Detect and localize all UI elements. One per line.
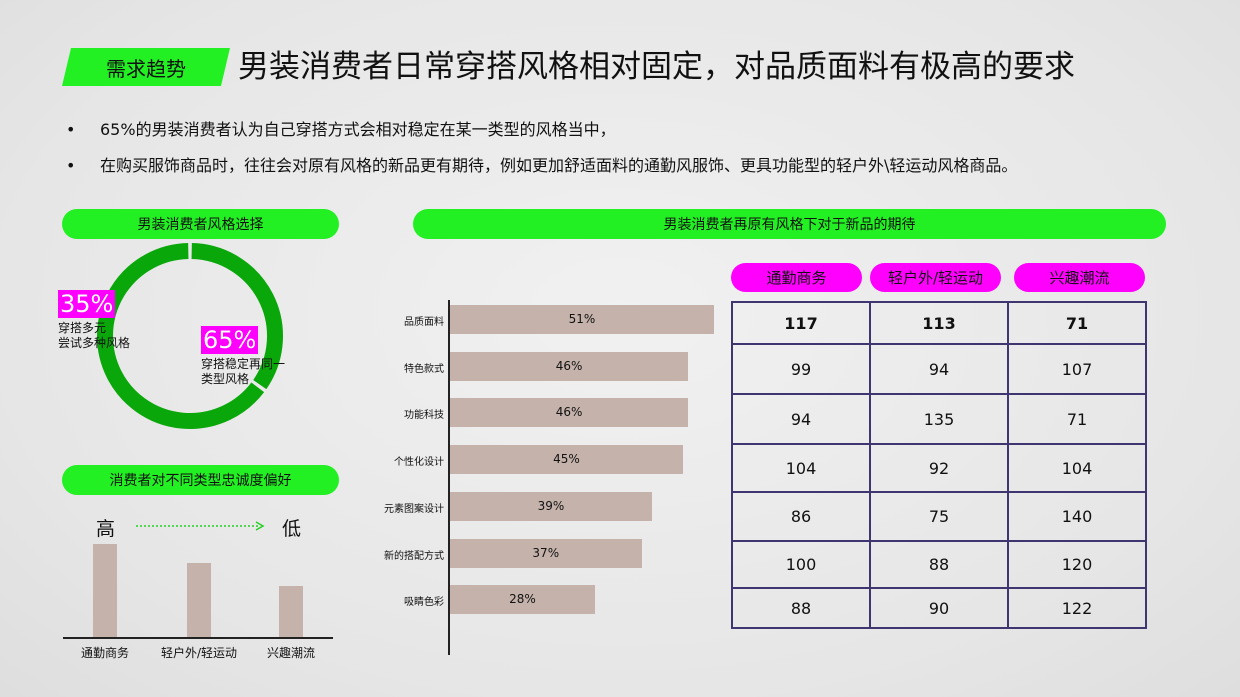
donut-label-stable: 65% 穿搭稳定再同一 类型风格 [201,325,285,387]
bullet-text: 65%的男装消费者认为自己穿搭方式会相对稳定在某一类型的风格当中， [100,120,616,139]
loyalty-title: 消费者对不同类型忠诚度偏好 [62,465,339,495]
loyalty-category-label: 通勤商务 [80,646,129,660]
expectation-table: 117 113 71 99 94 107 94 135 71 104 92 104 86 75 140 100… [731,301,1147,629]
table-cell: 94 [869,343,1009,395]
expectation-bar: 28% [450,585,595,615]
table-row: 94 135 71 [731,393,1147,445]
expectation-bar: 51% [450,305,714,334]
donut-text-stable: 穿搭稳定再同一 类型风格 [201,357,286,386]
table-cell: 92 [869,443,1009,493]
expectation-category-label: 元素图案设计 [384,503,444,515]
expectation-bar-value: 51% [568,312,596,326]
bullet-item: • 65%的男装消费者认为自己穿搭方式会相对稳定在某一类型的风格当中， [66,112,1017,148]
table-cell: 113 [869,301,1009,345]
table-cell: 71 [1007,393,1147,445]
page-title: 男装消费者日常穿搭风格相对固定，对品质面料有极高的要求 [238,49,1075,85]
donut-text-multi: 穿搭多元 尝试多种风格 [58,321,131,350]
table-cell: 117 [731,301,871,345]
bullet-list: • 65%的男装消费者认为自己穿搭方式会相对稳定在某一类型的风格当中， • 在购买服… [66,112,1017,184]
table-cell: 140 [1007,491,1147,542]
expectation-bar: 46% [450,351,689,381]
table-row: 117 113 71 [731,301,1147,345]
expectation-category-label: 功能科技 [404,410,444,422]
donut-pct-multi: 35% [58,290,116,318]
expectation-bar: 39% [450,491,652,521]
table-cell: 88 [869,540,1009,589]
loyalty-axis [63,637,333,639]
donut-pct-stable: 65% [201,326,259,354]
style-choice-title: 男装消费者风格选择 [62,209,339,239]
expectation-bar: 45% [450,445,683,475]
table-row: 86 75 140 [731,491,1147,542]
table-cell: 104 [731,443,871,493]
table-cell: 86 [731,491,871,542]
table-column-header: 轻户外/轻运动 [870,263,1001,292]
table-row: 104 92 104 [731,443,1147,493]
table-cell: 107 [1007,343,1147,395]
loyalty-low-label: 低 [282,518,302,540]
expectation-bar: 46% [450,398,689,428]
bullet-item: • 在购买服饰商品时，往往会对原有风格的新品更有期待，例如更加舒适面料的通勤风服饰… [66,148,1017,184]
section-tag-label: 需求趋势 [106,56,186,81]
table-row: 99 94 107 [731,343,1147,395]
expectation-bar-value: 39% [537,498,565,513]
expectation-bar-value: 37% [532,545,560,560]
table-row: 88 90 122 [731,587,1147,629]
bullet-dot-icon: • [66,156,76,175]
expectation-category-label: 吸睛色彩 [404,597,444,609]
loyalty-arrow-icon [136,521,265,531]
table-column-header: 通勤商务 [731,263,862,292]
table-cell: 71 [1007,301,1147,345]
table-cell: 122 [1007,587,1147,629]
expectation-bar-value: 45% [553,452,580,467]
expectation-bar: 37% [450,538,642,568]
table-cell: 120 [1007,540,1147,589]
table-cell: 104 [1007,443,1147,493]
table-cell: 100 [731,540,871,589]
table-cell: 94 [731,393,871,445]
expectation-bar-value: 28% [509,592,536,607]
expectation-title: 男装消费者再原有风格下对于新品的期待 [413,209,1166,239]
bullet-dot-icon: • [66,120,76,139]
expectation-category-label: 特色款式 [404,363,444,375]
table-cell: 75 [869,491,1009,542]
donut-slice-2 [97,243,265,429]
loyalty-bar [279,585,303,637]
table-cell: 99 [731,343,871,395]
loyalty-bar [93,544,117,637]
table-cell: 88 [731,587,871,629]
expectation-category-label: 个性化设计 [394,457,444,469]
expectation-bar-value: 46% [555,358,583,373]
table-row: 100 88 120 [731,540,1147,589]
table-column-header: 兴趣潮流 [1014,263,1145,292]
loyalty-category-label: 轻户外/轻运动 [160,646,238,660]
style-donut-chart [97,243,283,429]
expectation-category-label: 新的搭配方式 [384,550,444,562]
table-cell: 135 [869,393,1009,445]
loyalty-category-label: 兴趣潮流 [266,646,315,660]
expectation-axis [448,300,450,655]
section-tag: 需求趋势 [62,48,230,86]
donut-label-multi: 35% 穿搭多元 尝试多种风格 [58,289,130,351]
bullet-text: 在购买服饰商品时，往往会对原有风格的新品更有期待，例如更加舒适面料的通勤风服饰、… [100,156,1018,175]
expectation-category-label: 品质面料 [404,317,444,328]
expectation-bar-value: 46% [555,405,583,420]
table-cell: 90 [869,587,1009,629]
loyalty-bar [187,562,211,637]
loyalty-high-label: 高 [96,518,116,540]
donut-slice-1 [191,243,283,390]
